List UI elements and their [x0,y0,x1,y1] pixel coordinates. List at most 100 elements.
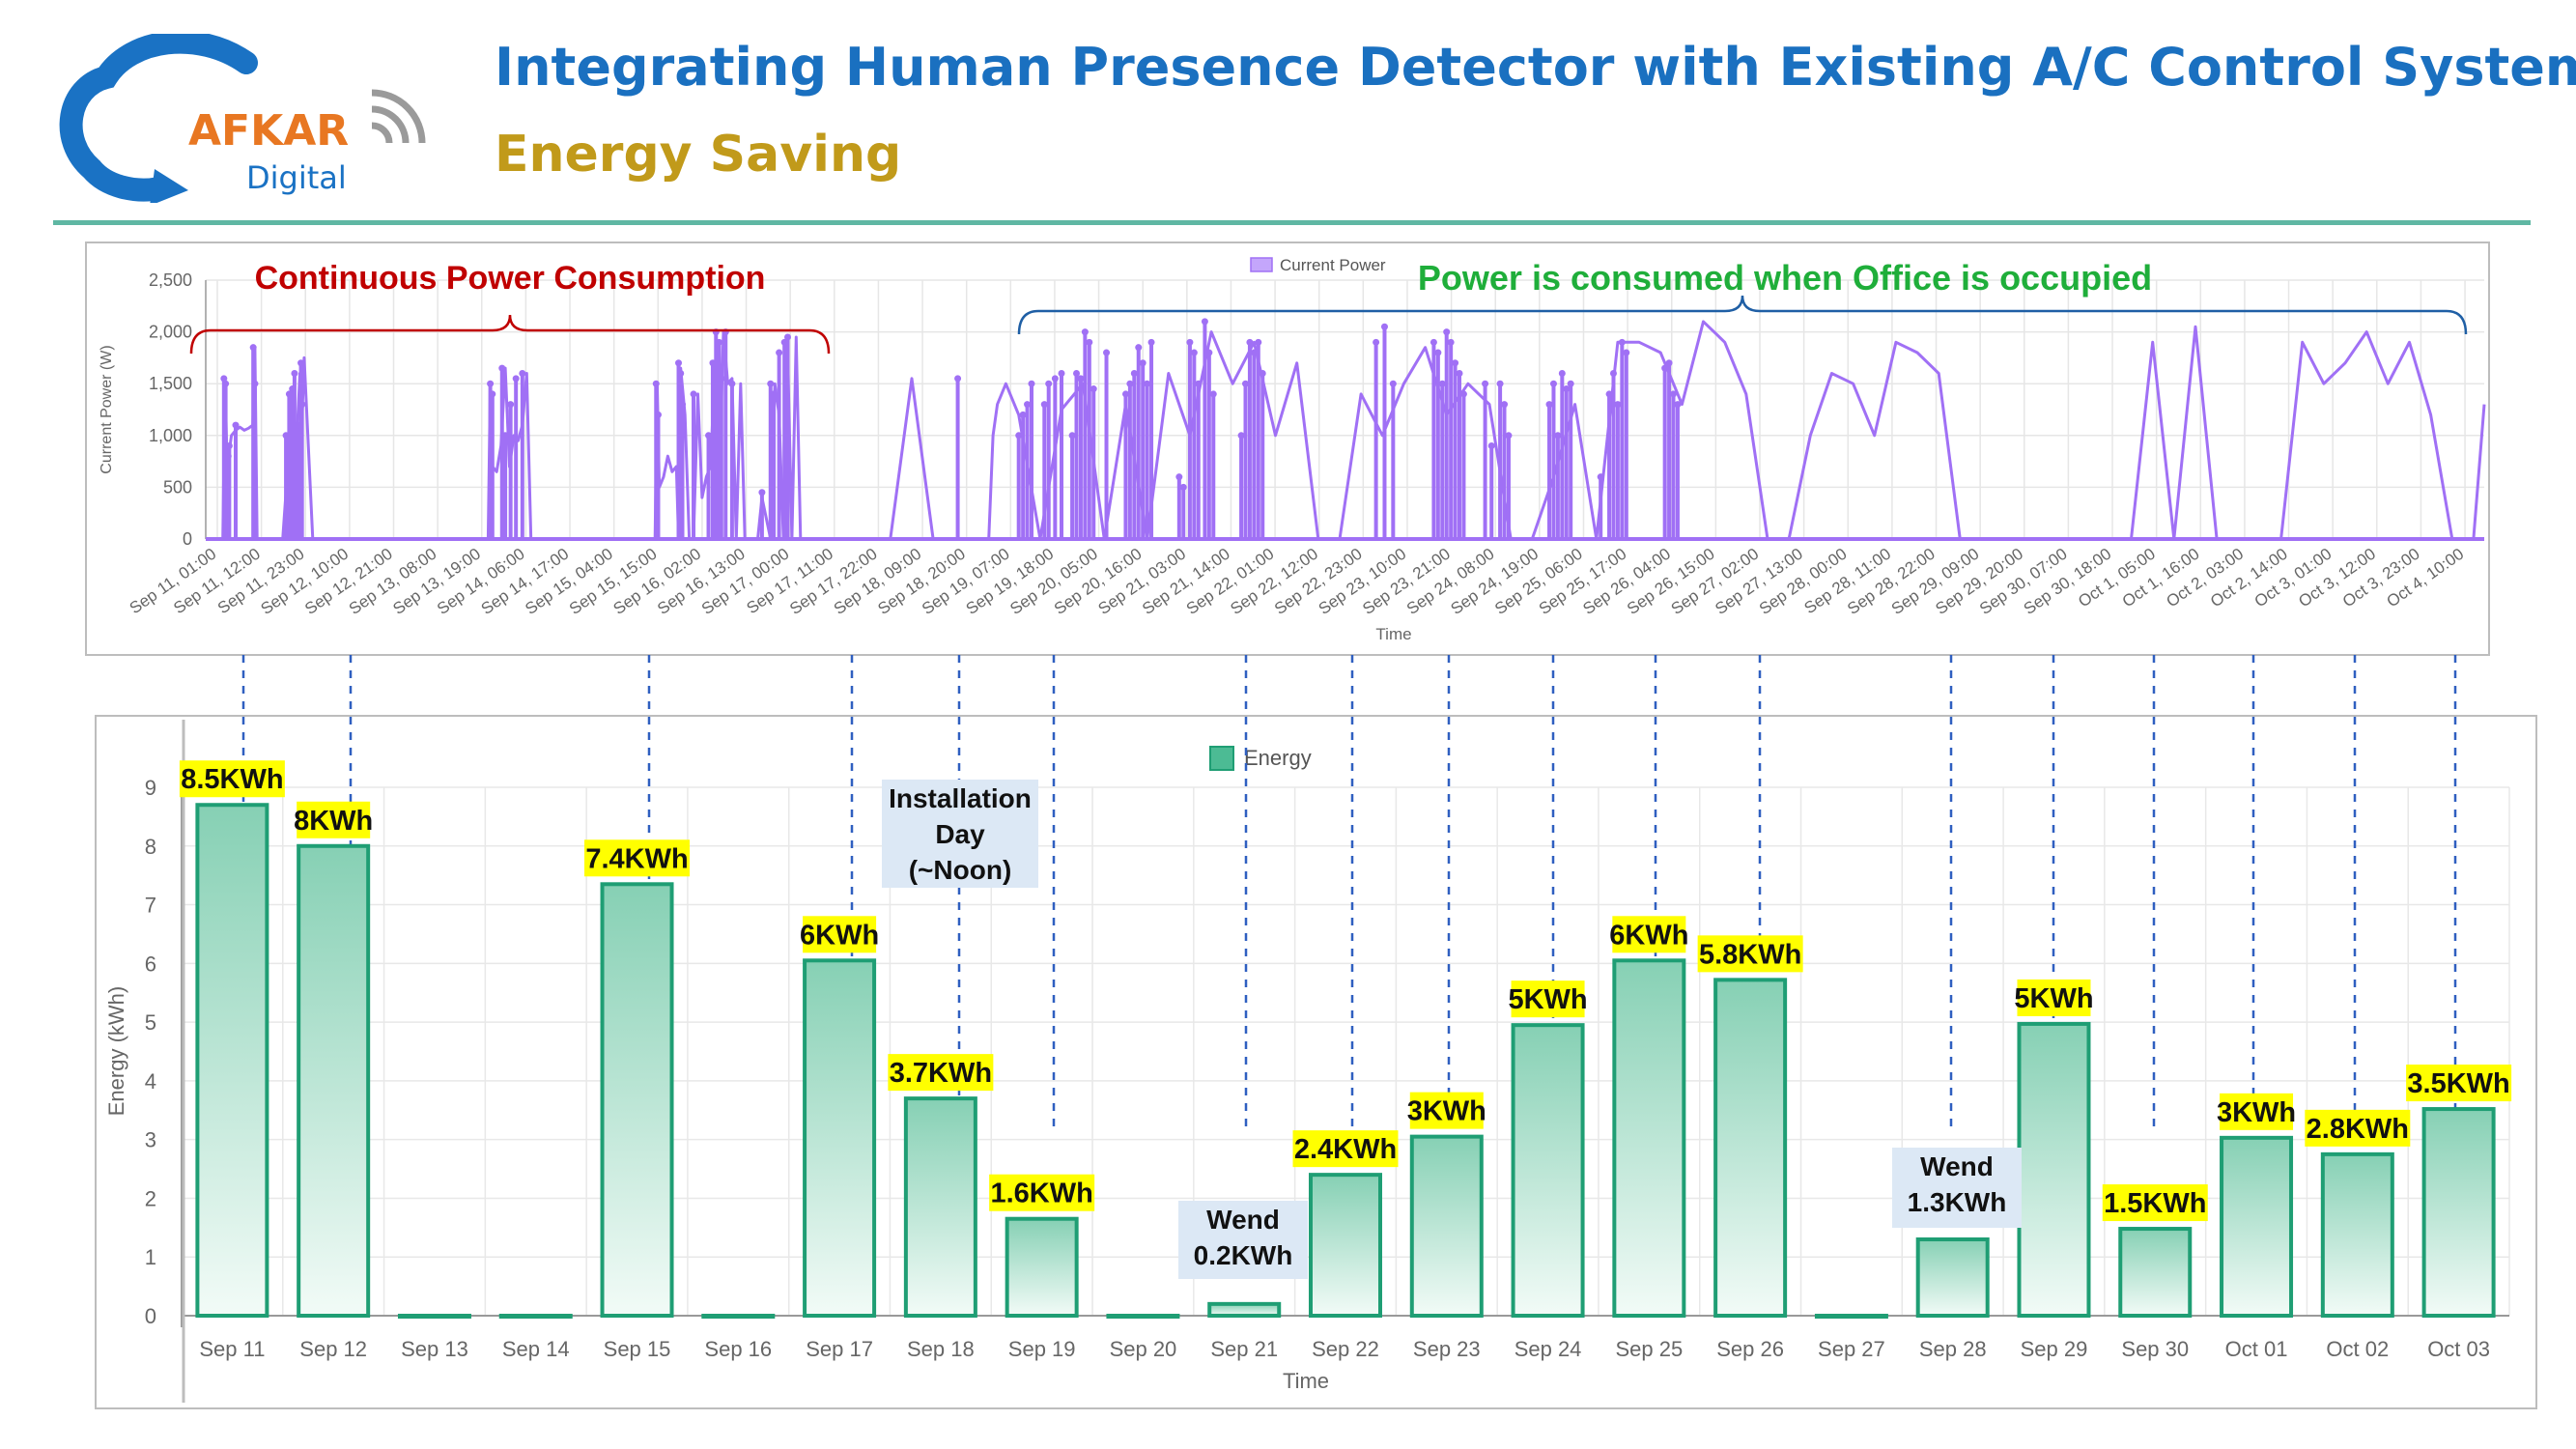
power-point [1618,338,1626,346]
note-text: Day [935,819,985,849]
note-text: 0.2KWh [1194,1240,1293,1270]
data-label: 8KWh [294,806,373,837]
occupied-annotation: Power is consumed when Office is occupie… [1418,258,2152,298]
power-point [716,338,723,346]
data-label: 5.8KWh [1699,939,1801,970]
energy-y-tick-label: 1 [145,1245,156,1269]
data-label: 5KWh [1508,984,1587,1015]
power-point [1190,349,1198,356]
power-point [1597,473,1604,481]
power-point [487,380,495,387]
energy-bar [1511,1023,1585,1319]
data-label: 8.5KWh [181,764,283,795]
power-point [1434,349,1442,356]
energy-bar [1409,1134,1484,1319]
power-point [232,421,240,429]
power-point [1242,380,1250,387]
power-point [1545,401,1553,409]
power-point [1447,338,1455,346]
continuous-annotation: Continuous Power Consumption [255,260,766,297]
power-point [1665,359,1673,367]
data-label: 3.7KWh [890,1058,992,1089]
power-point [728,380,736,387]
power-series-line [206,320,2486,541]
note-text: Wend [1206,1205,1280,1235]
data-label-bg [179,760,285,798]
energy-bar [195,803,269,1318]
power-y-tick-label: 0 [183,529,192,549]
power-point [507,401,515,409]
power-point [1121,390,1129,398]
data-label-bg [803,916,877,953]
energy-x-tick-label: Sep 12 [299,1337,367,1361]
power-point [1459,390,1467,398]
energy-bar [2017,1021,2091,1318]
energy-bar [2320,1151,2394,1318]
power-point [770,390,778,398]
energy-x-tick-label: Sep 19 [1008,1337,1076,1361]
power-point [718,375,725,383]
power-point [1130,369,1138,377]
energy-x-tick-label: Sep 18 [907,1337,975,1361]
energy-bar [1005,1216,1079,1319]
data-label: 3KWh [2217,1097,2296,1128]
power-point [1389,380,1397,387]
page-subtitle: Energy Saving [495,126,902,184]
energy-y-tick-label: 7 [145,894,156,918]
power-point [679,401,687,409]
power-point [1674,401,1682,409]
power-point [1058,369,1065,377]
energy-y-tick-label: 4 [145,1069,156,1094]
data-label: 3.5KWh [2407,1068,2509,1099]
energy-x-tick-label: Oct 02 [2326,1337,2389,1361]
energy-bar [1915,1236,1990,1318]
data-label-bg [297,801,371,838]
energy-y-tick-label: 9 [145,776,156,800]
energy-x-tick-label: Sep 25 [1615,1337,1683,1361]
power-point [758,489,766,497]
power-point [498,364,506,372]
continuous-bracket [189,314,831,355]
energy-bar [903,1096,977,1318]
energy-bar [297,843,371,1318]
data-label-bg [1292,1130,1399,1168]
power-point [690,390,697,398]
power-point [1175,473,1183,481]
power-point [1040,401,1048,409]
energy-x-tick-label: Sep 29 [2021,1337,2088,1361]
energy-x-tick-label: Sep 13 [401,1337,468,1361]
energy-x-axis-title: Time [1283,1369,1329,1393]
power-point [1019,411,1027,418]
power-point [1139,359,1146,367]
power-point [1505,432,1513,440]
data-label: 2.8KWh [2307,1114,2409,1145]
power-point [1605,390,1613,398]
energy-bar [2421,1107,2496,1319]
power-point [298,401,306,409]
note-text: Wend [1920,1151,1994,1181]
energy-y-tick-label: 8 [145,835,156,859]
energy-x-tick-label: Sep 24 [1514,1337,1582,1361]
energy-x-tick-label: Oct 03 [2427,1337,2490,1361]
power-point [1558,369,1566,377]
occupied-bracket [1017,295,2468,335]
energy-x-tick-label: Sep 16 [704,1337,772,1361]
power-point [1201,318,1208,326]
data-label: 3KWh [1407,1096,1486,1127]
energy-x-tick-label: Sep 14 [502,1337,570,1361]
logo-word: AFKAR [188,106,349,156]
power-y-tick-label: 1,500 [149,374,192,393]
power-point [1482,380,1489,387]
energy-x-tick-label: Sep 15 [604,1337,671,1361]
note-box [1892,1148,2022,1228]
power-point [1077,375,1085,383]
power-point [1255,338,1262,346]
energy-x-tick-label: Sep 23 [1413,1337,1481,1361]
power-legend-swatch [1250,257,1273,272]
power-point [251,380,259,387]
data-label: 6KWh [1609,920,1688,951]
power-point [297,359,305,367]
power-point [1024,401,1032,409]
power-point [1563,385,1571,393]
power-point [1073,369,1081,377]
